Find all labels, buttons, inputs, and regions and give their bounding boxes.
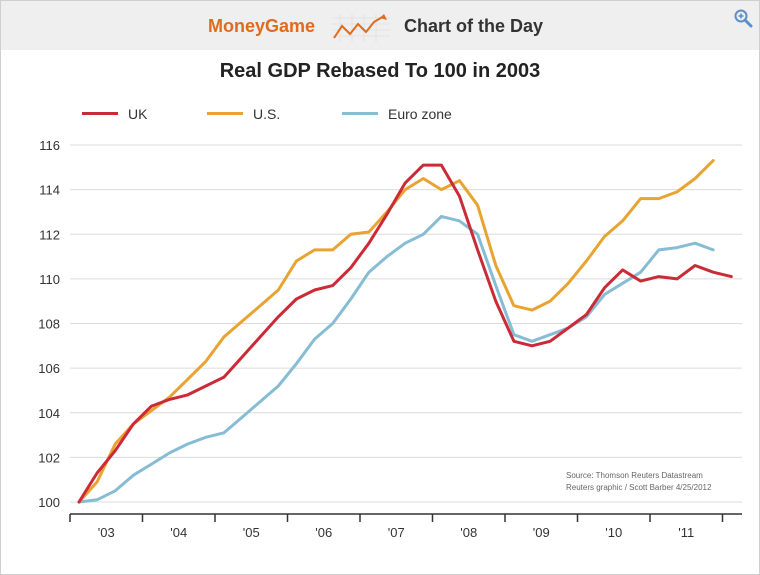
x-tick-label-0: '03 xyxy=(98,525,115,540)
legend-swatch-eurozone xyxy=(342,111,378,115)
source-line-2: Reuters graphic / Scott Barber 4/25/2012 xyxy=(566,483,712,492)
y-tick-label-106: 106 xyxy=(38,361,60,376)
legend-swatch-us xyxy=(207,111,243,115)
legend-item-eurozone: Euro zone xyxy=(342,106,452,122)
y-tick-label-108: 108 xyxy=(38,317,60,332)
y-tick-label-114: 114 xyxy=(39,183,60,198)
gridlines xyxy=(70,144,742,503)
y-tick-label-112: 112 xyxy=(39,227,60,242)
legend-item-us: U.S. xyxy=(207,106,280,122)
y-tick-label-100: 100 xyxy=(38,495,60,510)
y-tick-label-104: 104 xyxy=(38,406,60,421)
rising-chart-icon xyxy=(332,14,390,42)
series-lines xyxy=(77,159,733,504)
x-tick-label-1: '04 xyxy=(170,525,187,540)
series-line-euro-zone xyxy=(77,214,715,504)
x-tick-label-4: '07 xyxy=(388,525,405,540)
legend-swatch-uk xyxy=(82,111,118,115)
source-note: Source: Thomson Reuters Datastream Reute… xyxy=(566,470,711,494)
y-tick-label-102: 102 xyxy=(38,450,60,465)
legend-label-us: U.S. xyxy=(253,106,281,122)
brand-name[interactable]: MoneyGame xyxy=(208,16,316,36)
header-bar: MoneyGame Chart of the Day xyxy=(0,0,760,50)
source-line-1: Source: Thomson Reuters Datastream xyxy=(566,471,703,480)
zoom-in-icon[interactable] xyxy=(733,8,753,28)
x-tick-label-6: '09 xyxy=(533,525,550,540)
series-line-uk xyxy=(77,163,733,504)
chart-of-the-day-label: Chart of the Day xyxy=(404,16,544,36)
x-axis: '03 '04 '05 '06 '07 '08 '09 '10 '11 xyxy=(69,513,742,540)
x-tick-label-7: '10 xyxy=(605,525,622,540)
y-axis: 100 102 104 106 108 110 112 114 116 xyxy=(38,138,60,510)
y-tick-label-110: 110 xyxy=(39,272,60,287)
x-tick-label-2: '05 xyxy=(243,525,260,540)
chart-title: Real GDP Rebased To 100 in 2003 xyxy=(219,60,541,82)
y-tick-label-116: 116 xyxy=(39,138,60,153)
x-tick-label-5: '08 xyxy=(460,525,477,540)
x-tick-label-3: '06 xyxy=(315,525,332,540)
legend-item-uk: UK xyxy=(82,106,147,122)
legend-label-uk: UK xyxy=(128,106,148,122)
x-tick-label-8: '11 xyxy=(678,525,694,540)
legend-label-eurozone: Euro zone xyxy=(388,106,452,122)
